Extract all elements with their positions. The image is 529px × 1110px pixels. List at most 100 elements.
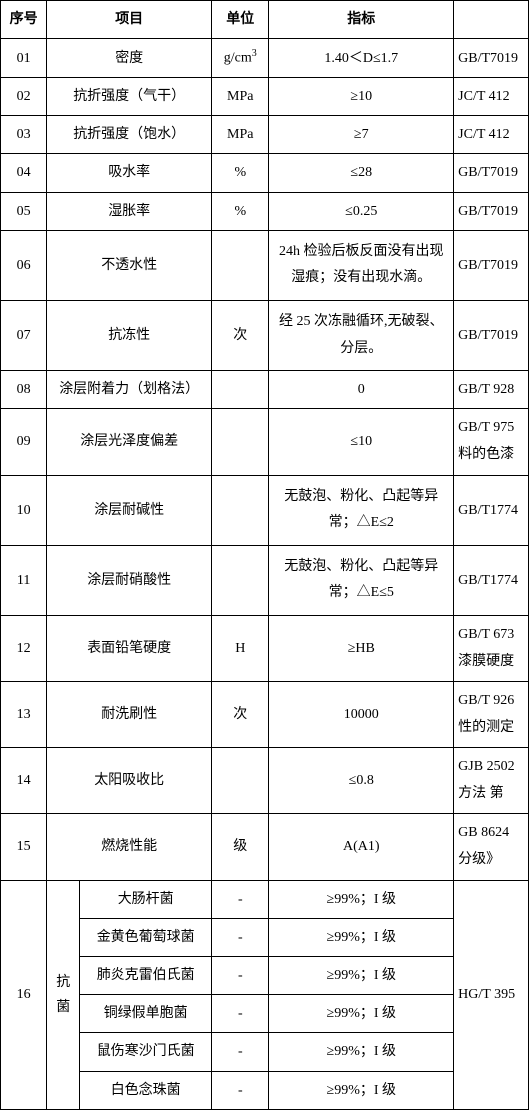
table-row: 05湿胀率%≤0.25GB/T7019: [1, 192, 529, 230]
cell-unit: 次: [212, 300, 269, 370]
cell-spec: 经 25 次冻融循环,无破裂、分层。: [269, 300, 454, 370]
cell-seq: 13: [1, 682, 47, 748]
header-item: 项目: [47, 1, 212, 39]
cell-std: GB/T 928: [454, 371, 529, 409]
cell-unit: 级: [212, 814, 269, 880]
cell-std: GB 8624 分级》: [454, 814, 529, 880]
table-row: 铜绿假单胞菌-≥99%；I 级: [1, 995, 529, 1033]
table-row: 06不透水性 24h 检验后板反面没有出现湿痕；没有出现水滴。GB/T7019: [1, 230, 529, 300]
cell-std: JC/T 412: [454, 116, 529, 154]
header-std: [454, 1, 529, 39]
cell-unit: MPa: [212, 116, 269, 154]
cell-seq: 06: [1, 230, 47, 300]
cell-seq: 08: [1, 371, 47, 409]
cell-item: 抗折强度（饱水）: [47, 116, 212, 154]
cell-std: GJB 2502 方法 第: [454, 748, 529, 814]
table-row: 鼠伤寒沙门氏菌-≥99%；I 级: [1, 1033, 529, 1071]
cell-spec: 1.40＜D≤1.7: [269, 39, 454, 78]
cell-spec: ≥7: [269, 116, 454, 154]
cell-subitem: 肺炎克雷伯氏菌: [80, 957, 212, 995]
table-row: 07抗冻性次经 25 次冻融循环,无破裂、分层。GB/T7019: [1, 300, 529, 370]
cell-item: 吸水率: [47, 154, 212, 192]
cell-unit: [212, 409, 269, 475]
cell-subitem: 铜绿假单胞菌: [80, 995, 212, 1033]
cell-subitem: 鼠伤寒沙门氏菌: [80, 1033, 212, 1071]
cell-unit: -: [212, 880, 269, 918]
cell-std: GB/T1774: [454, 545, 529, 615]
cell-seq: 04: [1, 154, 47, 192]
cell-spec: 10000: [269, 682, 454, 748]
table-row: 15燃烧性能级A(A1)GB 8624 分级》: [1, 814, 529, 880]
cell-spec: 24h 检验后板反面没有出现湿痕；没有出现水滴。: [269, 230, 454, 300]
cell-item: 耐洗刷性: [47, 682, 212, 748]
cell-spec: ≥99%；I 级: [269, 1033, 454, 1071]
table-row: 14太阳吸收比≤0.8GJB 2502 方法 第: [1, 748, 529, 814]
table-row: 01密度g/cm31.40＜D≤1.7GB/T7019: [1, 39, 529, 78]
cell-std: GB/T 975 料的色漆: [454, 409, 529, 475]
cell-std: GB/T7019: [454, 39, 529, 78]
cell-item: 密度: [47, 39, 212, 78]
cell-item: 涂层光泽度偏差: [47, 409, 212, 475]
table-row: 04吸水率%≤28GB/T7019: [1, 154, 529, 192]
table-row: 08涂层附着力（划格法）0GB/T 928: [1, 371, 529, 409]
cell-item: 涂层耐硝酸性: [47, 545, 212, 615]
table-row: 16抗菌大肠杆菌-≥99%；I 级HG/T 395: [1, 880, 529, 918]
cell-unit: [212, 371, 269, 409]
cell-spec: 0: [269, 371, 454, 409]
cell-spec: ≥10: [269, 78, 454, 116]
cell-seq: 07: [1, 300, 47, 370]
cell-item: 太阳吸收比: [47, 748, 212, 814]
cell-unit: %: [212, 192, 269, 230]
cell-std: GB/T1774: [454, 475, 529, 545]
header-unit: 单位: [212, 1, 269, 39]
cell-unit: [212, 475, 269, 545]
cell-std: GB/T 926 性的测定: [454, 682, 529, 748]
cell-item: 不透水性: [47, 230, 212, 300]
cell-seq: 03: [1, 116, 47, 154]
cell-spec: ≥99%；I 级: [269, 995, 454, 1033]
cell-spec: 无鼓泡、粉化、凸起等异常；△E≤5: [269, 545, 454, 615]
cell-seq: 02: [1, 78, 47, 116]
cell-spec: ≥99%；I 级: [269, 957, 454, 995]
cell-seq: 12: [1, 615, 47, 681]
cell-seq: 11: [1, 545, 47, 615]
table-row: 02抗折强度（气干）MPa≥10JC/T 412: [1, 78, 529, 116]
cell-std: GB/T7019: [454, 230, 529, 300]
table-row: 白色念珠菌-≥99%；I 级: [1, 1071, 529, 1109]
cell-spec: 无鼓泡、粉化、凸起等异常；△E≤2: [269, 475, 454, 545]
cell-spec: ≥99%；I 级: [269, 918, 454, 956]
table-row: 金黄色葡萄球菌-≥99%；I 级: [1, 918, 529, 956]
cell-unit: -: [212, 1033, 269, 1071]
cell-std: GB/T 673 漆膜硬度: [454, 615, 529, 681]
cell-unit: H: [212, 615, 269, 681]
cell-seq: 09: [1, 409, 47, 475]
cell-item: 燃烧性能: [47, 814, 212, 880]
cell-spec: ≤28: [269, 154, 454, 192]
table-row: 10涂层耐碱性无鼓泡、粉化、凸起等异常；△E≤2GB/T1774: [1, 475, 529, 545]
cell-std: GB/T7019: [454, 192, 529, 230]
table-row: 11涂层耐硝酸性无鼓泡、粉化、凸起等异常；△E≤5GB/T1774: [1, 545, 529, 615]
cell-item: 抗冻性: [47, 300, 212, 370]
spec-table: 序号 项目 单位 指标 01密度g/cm31.40＜D≤1.7GB/T70190…: [0, 0, 529, 1110]
cell-unit: %: [212, 154, 269, 192]
cell-seq: 10: [1, 475, 47, 545]
table-row: 03抗折强度（饱水）MPa≥7JC/T 412: [1, 116, 529, 154]
cell-unit: [212, 748, 269, 814]
cell-spec: ≤0.8: [269, 748, 454, 814]
cell-unit: g/cm3: [212, 39, 269, 78]
cell-std: HG/T 395: [454, 880, 529, 1109]
cell-item: 涂层耐碱性: [47, 475, 212, 545]
cell-spec: ≥99%；I 级: [269, 880, 454, 918]
cell-spec: ≥HB: [269, 615, 454, 681]
cell-unit: MPa: [212, 78, 269, 116]
cell-unit: [212, 545, 269, 615]
cell-seq: 15: [1, 814, 47, 880]
header-row: 序号 项目 单位 指标: [1, 1, 529, 39]
cell-item: 抗折强度（气干）: [47, 78, 212, 116]
cell-std: GB/T7019: [454, 154, 529, 192]
cell-unit: -: [212, 957, 269, 995]
cell-subitem: 大肠杆菌: [80, 880, 212, 918]
cell-seq: 05: [1, 192, 47, 230]
cell-unit: [212, 230, 269, 300]
cell-unit: 次: [212, 682, 269, 748]
